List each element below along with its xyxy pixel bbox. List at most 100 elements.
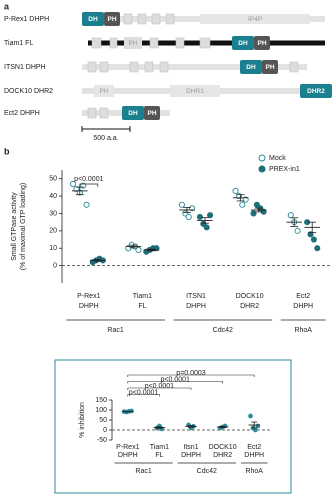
x-tick-label: DHR2 [213,452,232,459]
data-point [248,413,253,419]
data-point [287,212,294,219]
domain [232,36,254,50]
bracket [127,387,192,390]
protein-row: DOCK10 DHR2 PH DHR1 DHR2 [4,84,332,98]
data-point [314,245,321,252]
data-point [203,224,210,231]
scale-bar-label: 500 a.a. [93,135,118,142]
protein-name: Tiam1 FL [4,40,33,47]
domain-label: PH [147,110,156,117]
x-tick-label: DHPH [293,303,313,310]
protein-name: ITSN1 DHPH [4,64,46,71]
data-point [207,212,214,219]
domain-label: PH [99,88,108,95]
x-tick-label: Ect2 [296,293,310,300]
y-tick-label: -50 [97,437,107,444]
legend-marker [258,154,266,162]
legend-marker [258,165,266,173]
domain [170,85,220,97]
data-point [253,427,258,433]
group-label: Cdc42 [213,327,233,334]
x-tick-label: Tiam1 [133,293,152,300]
protein-name: Ect2 DHPH [4,110,40,117]
panel-label: a [4,1,10,11]
y-tick-label: 50 [99,417,107,424]
data-point [83,201,90,208]
domain [87,61,97,73]
x-tick-label: Ect2 [247,444,261,451]
domain-label: DHR2 [307,88,325,95]
domain [300,84,332,98]
protein-row: Ect2 DHPH DH PH [4,106,170,120]
y-tick-label: 40 [49,193,57,200]
domain-label: DHR1 [186,88,204,95]
bracket [79,183,99,187]
p-value: p<0.0001 [74,176,103,183]
domain-label: PH [265,64,274,71]
data-point [239,201,246,208]
domain [99,107,109,119]
x-tick-label: Itsn1 [183,444,198,451]
y-tick-label: 0 [53,262,57,269]
inset-frame [54,359,292,494]
domain [87,107,97,119]
domain [137,13,147,25]
x-tick-label: DHPH [181,452,201,459]
domain [109,37,118,49]
domain [124,37,142,49]
domain [200,14,310,24]
x-tick-label: DOCK10 [236,293,264,300]
domain-label: DH [246,64,256,71]
domain [175,37,185,49]
domain [82,12,104,26]
domain [144,61,154,73]
domain [94,85,114,97]
domain [289,61,299,73]
y-tick-label: 150 [95,397,107,404]
y-tick-label: 50 [49,176,57,183]
group-label: Rac1 [107,327,123,334]
group-label: Rac1 [135,468,151,475]
legend-label: Mock [269,155,286,162]
x-tick-label: ITSN1 [186,293,206,300]
data-point [307,231,314,238]
protein-row: P-Rex1 DHPH IP4P DH PH [4,12,325,26]
bracket [127,381,223,384]
p-value: p=0.0003 [176,370,205,377]
data-point [185,213,192,220]
protein-row: Tiam1 FL PH DH PH [4,36,325,50]
protein-row: ITSN1 DHPH DH PH [4,60,307,74]
domain [104,12,120,26]
p-value: p<0.0001 [145,383,174,390]
y-axis-label: % inhibition [79,402,86,438]
x-tick-label: DOCK10 [209,444,237,451]
domain-label: PH [107,16,116,23]
y-tick-label: 100 [95,407,107,414]
group-label: Cdc42 [197,468,217,475]
domain [159,61,169,73]
x-tick-label: P-Rex1 [77,293,100,300]
data-point [294,227,301,234]
y-tick-label: 30 [49,210,57,217]
backbone [82,64,307,70]
bracket [127,374,255,377]
x-tick-label: DHPH [79,303,99,310]
group-label: RhoA [245,468,263,475]
x-tick-label: DHPH [186,303,206,310]
x-tick-label: FL [155,452,163,459]
y-axis-label: (% of maximal GTP loading) [20,183,27,270]
domain [149,37,159,49]
x-tick-label: Tiam1 [150,444,169,451]
data-point [310,236,317,243]
y-axis-label: Small GTPase activity [11,192,18,261]
data-point [196,213,203,220]
protein-name: DOCK10 DHR2 [4,88,53,95]
domain-label: DH [128,110,138,117]
domain [144,106,160,120]
x-tick-label: DHPH [118,452,138,459]
domain-label: DH [238,40,248,47]
data-point [69,180,77,187]
y-tick-label: 10 [49,245,57,252]
domain [254,36,270,50]
